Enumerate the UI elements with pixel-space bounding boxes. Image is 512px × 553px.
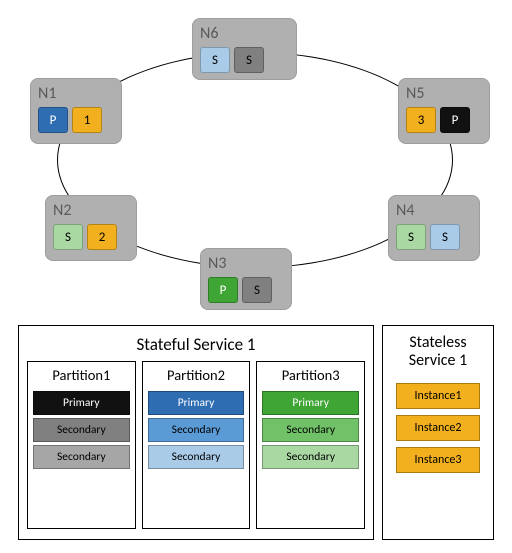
partition-box: Partition1 Primary Secondary Secondary [27,361,136,529]
slot-row: P1 [38,107,114,133]
slot: S [200,47,230,73]
role-box: Primary [148,391,245,415]
slot: P [440,107,470,133]
stateless-title: Stateless Service 1 [409,334,467,371]
stateless-service-box: Stateless Service 1 Instance1Instance2In… [382,325,494,540]
role-box: Primary [33,391,130,415]
node-label: N6 [200,24,289,43]
slot-row: 3P [406,107,482,133]
partition-title: Partition3 [282,366,340,384]
partitions-row: Partition1PrimarySecondarySecondaryParti… [27,361,365,529]
slot: P [38,107,68,133]
slot-row: SS [396,224,472,250]
instance-box: Instance3 [396,447,480,473]
stateful-service-box: Stateful Service 1 Partition1 Primary Seco… [18,325,374,540]
slot-row: S2 [53,224,129,250]
slot: P [208,277,238,303]
role-box: Primary [262,391,359,415]
node-label: N4 [396,201,472,220]
slot-row: PS [208,277,284,303]
legend-area: Stateful Service 1 Partition1 Primary Seco… [18,325,494,540]
role-box: Secondary [33,418,130,442]
slot: S [53,224,83,250]
slot: 1 [72,107,102,133]
partition-title: Partition2 [167,366,225,384]
slot: 2 [87,224,117,250]
node-n2: N2 S2 [45,195,137,261]
ring-diagram: N1P1N2S2N3PSN4SSN53PN6SS [0,0,512,320]
slot: S [242,277,272,303]
node-label: N5 [406,84,482,103]
node-label: N1 [38,84,114,103]
slot: S [234,47,264,73]
role-box: Secondary [262,418,359,442]
role-box: Secondary [148,418,245,442]
instance-box: Instance2 [396,415,480,441]
instance-box: Instance1 [396,383,480,409]
node-n3: N3 PS [200,248,292,310]
role-box: Secondary [148,445,245,469]
role-box: Secondary [33,445,130,469]
slot: S [396,224,426,250]
node-n4: N4 SS [388,195,480,261]
partition-box: Partition2 Primary Secondary Secondary [142,361,251,529]
partition-title: Partition1 [52,366,110,384]
node-n5: N5 3P [398,78,490,144]
role-box: Secondary [262,445,359,469]
node-n6: N6 SS [192,18,297,80]
slot-row: SS [200,47,289,73]
node-label: N3 [208,254,284,273]
partition-box: Partition3 Primary Secondary Secondary [256,361,365,529]
instances-column: Instance1 Instance2 Instance3 [396,377,480,473]
node-label: N2 [53,201,129,220]
stateful-title: Stateful Service 1 [136,334,255,355]
slot: S [430,224,460,250]
node-n1: N1 P1 [30,78,122,144]
slot: 3 [406,107,436,133]
